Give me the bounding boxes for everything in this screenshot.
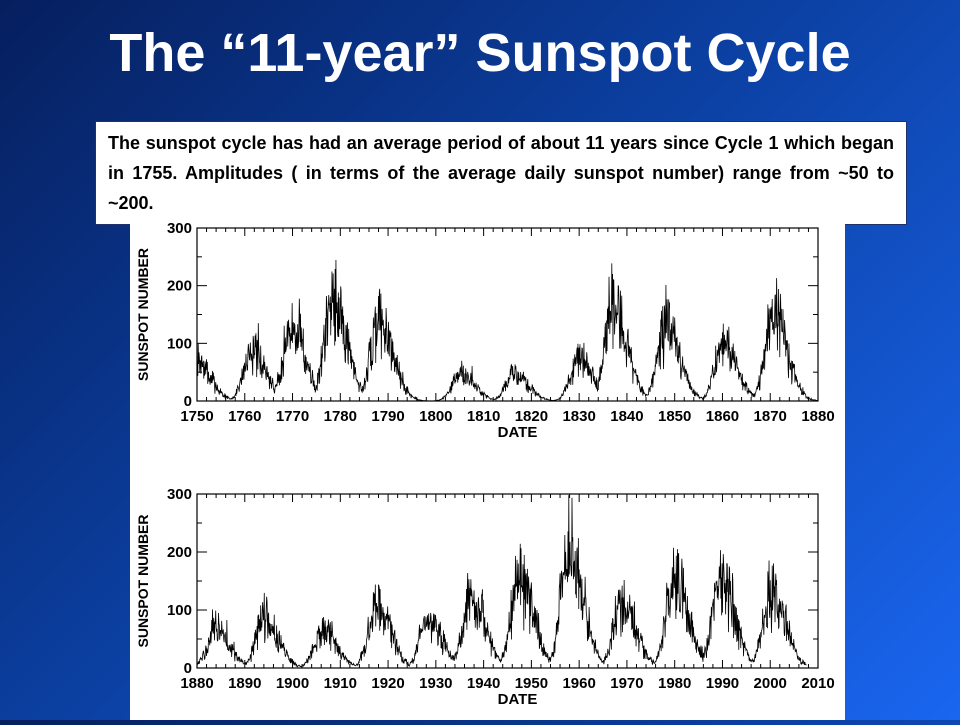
sunspot-series-line [196, 495, 807, 668]
y-tick-label: 200 [167, 278, 192, 295]
x-tick-label: 1960 [562, 675, 595, 692]
chart-2: 1880 1890 1900 1910 1920 1930 1940 1950 1960 1970… [135, 486, 835, 708]
x-tick-label: 2010 [801, 675, 834, 692]
x-tick-label: 1750 [180, 408, 213, 425]
x-tick-label: 1930 [419, 675, 452, 692]
x-tick-label: 1900 [276, 675, 309, 692]
y-tick-label: 0 [184, 393, 192, 410]
x-tick-label: 1860 [706, 408, 739, 425]
description-box: The sunspot cycle has had an average per… [95, 121, 907, 225]
plot-frame [196, 493, 819, 669]
y-tick-label: 100 [167, 335, 192, 352]
y-tick-label: 300 [167, 222, 192, 237]
x-tick-label: 1780 [324, 408, 357, 425]
x-tick-label: 1920 [371, 675, 404, 692]
y-axis-label: SUNSPOT NUMBER [135, 514, 151, 647]
x-tick-label: 1950 [515, 675, 548, 692]
x-tick-label: 1760 [228, 408, 261, 425]
x-tick-label: 1870 [754, 408, 787, 425]
chart-1: 1750 1760 1770 1780 1790 1800 1810 1820 1830 1840… [135, 220, 835, 441]
y-tick-label: 100 [167, 602, 192, 619]
plot-frame [196, 227, 819, 402]
y-tick-label: 200 [167, 544, 192, 561]
x-tick-label: 1830 [562, 408, 595, 425]
x-tick-label: 1790 [371, 408, 404, 425]
x-tick-label: 2000 [754, 675, 787, 692]
x-tick-label: 1890 [228, 675, 261, 692]
x-axis-label: DATE [498, 691, 538, 708]
x-tick-label: 1820 [515, 408, 548, 425]
y-tick-label: 300 [167, 486, 192, 503]
x-axis-label: DATE [498, 424, 538, 441]
page-title: The “11-year” Sunspot Cycle [109, 23, 851, 83]
x-tick-label: 1990 [706, 675, 739, 692]
sunspot-charts: 1750 1760 1770 1780 1790 1800 1810 1820 1830 1840… [135, 220, 835, 708]
x-tick-label: 1880 [801, 408, 834, 425]
plot-area: 1750 1760 1770 1780 1790 1800 1810 1820 1830 1840… [130, 220, 845, 720]
x-tick-label: 1910 [324, 675, 357, 692]
sunspot-series-line [196, 260, 819, 402]
x-tick-label: 1840 [610, 408, 643, 425]
x-tick-label: 1810 [467, 408, 500, 425]
y-axis-label: SUNSPOT NUMBER [135, 248, 151, 381]
x-tick-label: 1940 [467, 675, 500, 692]
x-tick-label: 1770 [276, 408, 309, 425]
y-tick-label: 0 [184, 660, 192, 677]
x-tick-label: 1970 [610, 675, 643, 692]
x-tick-label: 1880 [180, 675, 213, 692]
x-tick-label: 1980 [658, 675, 691, 692]
x-tick-label: 1800 [419, 408, 452, 425]
x-tick-label: 1850 [658, 408, 691, 425]
